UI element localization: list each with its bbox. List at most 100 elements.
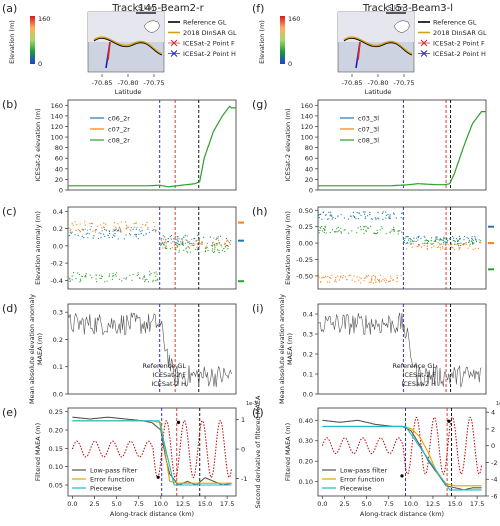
anomaly-point xyxy=(113,275,115,277)
anomaly-point xyxy=(456,244,458,246)
anomaly-point xyxy=(371,278,373,281)
anomaly-point xyxy=(386,279,388,281)
anomaly-point xyxy=(475,241,478,243)
map-legend-label: 2018 DInSAR GL xyxy=(433,29,487,37)
anomaly-point xyxy=(81,275,83,277)
anomaly-point xyxy=(377,278,379,280)
maea-legend-label: Reference GL xyxy=(143,362,187,370)
anomaly-point xyxy=(129,234,132,236)
anomaly-point xyxy=(217,237,219,240)
anomaly-point xyxy=(338,279,340,281)
anomaly-point xyxy=(103,227,105,229)
column-title: Track153-Beam3-l xyxy=(362,3,453,14)
anomaly-point xyxy=(344,276,346,278)
column-b: (f) Track153-Beam3-l 160 0 Elevation (m) 5 km… xyxy=(252,2,500,518)
anomaly-point xyxy=(212,241,214,243)
elevation-line xyxy=(68,105,236,188)
anomaly-point xyxy=(449,237,452,239)
anomaly-point xyxy=(183,249,185,251)
anomaly-point xyxy=(210,244,212,246)
anomaly-point xyxy=(379,274,381,276)
anomaly-point xyxy=(322,276,324,278)
anomaly-point xyxy=(356,211,358,214)
y-tick-label: 0.1 xyxy=(303,371,313,379)
anomaly-point xyxy=(425,243,427,245)
anomaly-point xyxy=(392,228,395,231)
anomaly-point xyxy=(80,280,82,282)
anomaly-point xyxy=(389,217,391,219)
colorbar xyxy=(280,16,285,64)
anomaly-point xyxy=(362,228,364,230)
x-tick-label: 0.0 xyxy=(317,500,327,508)
anomaly-point xyxy=(452,240,454,242)
anomaly-point xyxy=(130,230,132,232)
anomaly-point xyxy=(335,277,337,279)
anomaly-point xyxy=(178,238,180,240)
anomaly-point xyxy=(160,238,163,240)
anomaly-point xyxy=(152,281,154,283)
anomaly-point xyxy=(144,224,146,226)
anomaly-point xyxy=(320,213,322,215)
anomaly-point xyxy=(376,229,378,231)
anomaly-point xyxy=(170,237,172,239)
anomaly-point xyxy=(360,229,362,231)
anomaly-point xyxy=(83,237,85,239)
anomaly-point xyxy=(448,238,451,240)
lat-tick-label: -70.85 xyxy=(92,79,113,87)
anomaly-point xyxy=(330,277,332,279)
y-axis-label: Mean absolute elevation anomaly xyxy=(278,294,286,404)
anomaly-point xyxy=(333,231,335,233)
anomaly-point xyxy=(385,233,387,235)
anomaly-point xyxy=(352,211,354,213)
anomaly-point xyxy=(375,218,377,220)
anomaly-point xyxy=(447,239,449,242)
y-tick-label: 140 xyxy=(301,112,313,120)
anomaly-point xyxy=(114,232,116,235)
anomaly-point xyxy=(385,214,387,216)
anomaly-point xyxy=(182,240,184,242)
anomaly-point xyxy=(469,245,471,247)
anomaly-point xyxy=(367,227,369,229)
anomaly-point xyxy=(350,215,352,217)
anomaly-point xyxy=(107,234,109,236)
anomaly-point xyxy=(181,242,184,244)
anomaly-point xyxy=(161,241,163,243)
anomaly-point xyxy=(357,227,359,229)
anomaly-point xyxy=(398,230,400,232)
anomaly-point xyxy=(71,279,73,281)
anomaly-point xyxy=(176,239,178,241)
anomaly-point xyxy=(317,226,319,228)
anomaly-point xyxy=(129,233,131,235)
anomaly-point xyxy=(225,238,228,240)
anomaly-point xyxy=(323,277,325,279)
anomaly-point xyxy=(95,278,97,280)
anomaly-point xyxy=(224,246,226,248)
y-tick-label: 0.0 xyxy=(53,391,63,399)
anomaly-point xyxy=(417,239,419,241)
anomaly-point xyxy=(440,248,442,250)
anomaly-point xyxy=(474,248,476,250)
y-tick-label: 0.0 xyxy=(303,391,313,399)
anomaly-point xyxy=(175,247,177,249)
anomaly-point xyxy=(194,243,196,245)
anomaly-point xyxy=(337,275,339,277)
anomaly-point xyxy=(479,241,481,243)
anomaly-point xyxy=(406,241,408,243)
anomaly-point xyxy=(136,274,138,277)
anomaly-point xyxy=(358,213,360,215)
anomaly-point xyxy=(147,281,150,283)
anomaly-point xyxy=(79,223,81,225)
anomaly-point xyxy=(72,224,74,226)
anomaly-point xyxy=(164,236,166,238)
anomaly-point xyxy=(453,249,455,251)
track-line-f xyxy=(107,41,111,61)
y-tick-label: 0.4 xyxy=(53,208,63,216)
y-tick-label: 80 xyxy=(55,144,63,152)
anomaly-point xyxy=(397,230,399,232)
anomaly-point xyxy=(418,243,420,246)
anomaly-point xyxy=(356,276,358,278)
plot-frame xyxy=(67,99,237,191)
y-tick-label: 0.50 xyxy=(299,207,313,215)
anomaly-point xyxy=(378,218,380,220)
anomaly-point xyxy=(317,211,319,213)
